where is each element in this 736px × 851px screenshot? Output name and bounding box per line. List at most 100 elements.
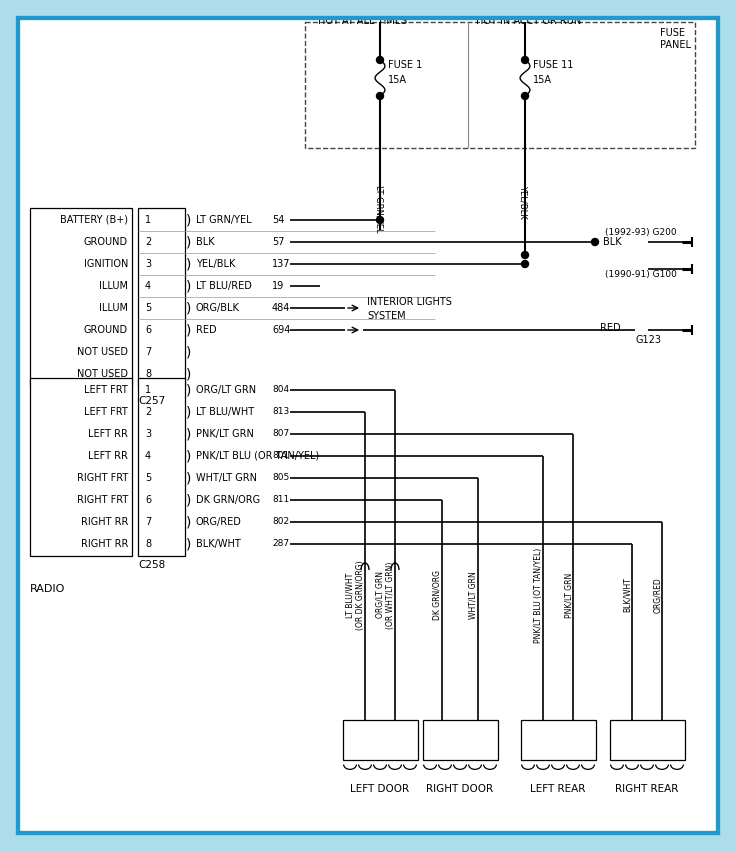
Text: 15A: 15A bbox=[388, 75, 407, 85]
Text: 1: 1 bbox=[145, 215, 151, 225]
Text: FUSE 11: FUSE 11 bbox=[533, 60, 573, 70]
Text: WHT/LT GRN: WHT/LT GRN bbox=[196, 473, 257, 483]
Text: SYSTEM: SYSTEM bbox=[367, 311, 406, 321]
Text: LEFT FRT: LEFT FRT bbox=[84, 407, 128, 417]
Text: RED: RED bbox=[600, 323, 620, 333]
Circle shape bbox=[522, 260, 528, 267]
Bar bbox=[138, 378, 185, 556]
Text: ILLUM: ILLUM bbox=[99, 281, 128, 291]
Text: HOT IN ACCY OR RUN: HOT IN ACCY OR RUN bbox=[476, 16, 581, 26]
Bar bbox=[342, 720, 417, 760]
Text: ILLUM: ILLUM bbox=[99, 303, 128, 313]
Text: (1992-93) G200: (1992-93) G200 bbox=[605, 227, 676, 237]
Circle shape bbox=[377, 216, 383, 224]
Text: RIGHT DOOR: RIGHT DOOR bbox=[426, 784, 494, 794]
Text: WHT/LT GRN: WHT/LT GRN bbox=[469, 571, 478, 619]
Text: ORG/RED: ORG/RED bbox=[196, 517, 242, 527]
Text: 484: 484 bbox=[272, 303, 291, 313]
Bar bbox=[422, 720, 498, 760]
Text: LEFT REAR: LEFT REAR bbox=[531, 784, 586, 794]
Text: ): ) bbox=[186, 405, 191, 419]
Text: 2: 2 bbox=[145, 407, 152, 417]
Text: LEFT FRT: LEFT FRT bbox=[84, 385, 128, 395]
Text: 15A: 15A bbox=[533, 75, 552, 85]
Bar bbox=[138, 208, 185, 386]
Text: RADIO: RADIO bbox=[30, 584, 66, 594]
Text: BLK: BLK bbox=[603, 237, 622, 247]
Text: GROUND: GROUND bbox=[84, 325, 128, 335]
Text: PNK/LT BLU (OT TAN/YEL): PNK/LT BLU (OT TAN/YEL) bbox=[534, 547, 543, 643]
Text: 287: 287 bbox=[272, 540, 289, 549]
Text: 804: 804 bbox=[272, 386, 289, 395]
Text: ORG/RED: ORG/RED bbox=[653, 577, 662, 613]
Text: PANEL: PANEL bbox=[660, 40, 691, 50]
Text: IGNITION: IGNITION bbox=[84, 259, 128, 269]
Text: 8: 8 bbox=[145, 369, 151, 379]
Text: LEFT DOOR: LEFT DOOR bbox=[350, 784, 409, 794]
Text: 805: 805 bbox=[272, 473, 289, 483]
Text: FUSE 1: FUSE 1 bbox=[388, 60, 422, 70]
Text: BLK/WHT: BLK/WHT bbox=[623, 578, 632, 613]
Text: G123: G123 bbox=[635, 335, 661, 345]
Text: BLK/WHT: BLK/WHT bbox=[196, 539, 241, 549]
Text: RIGHT FRT: RIGHT FRT bbox=[77, 495, 128, 505]
Bar bbox=[520, 720, 595, 760]
Text: LT BLU/RED: LT BLU/RED bbox=[196, 281, 252, 291]
Text: ): ) bbox=[186, 471, 191, 485]
Text: ): ) bbox=[186, 367, 191, 381]
Text: ): ) bbox=[186, 235, 191, 249]
Text: 3: 3 bbox=[145, 259, 151, 269]
Text: RIGHT REAR: RIGHT REAR bbox=[615, 784, 679, 794]
Text: 811: 811 bbox=[272, 495, 289, 505]
Text: RIGHT RR: RIGHT RR bbox=[81, 517, 128, 527]
Text: ): ) bbox=[186, 427, 191, 441]
Text: PNK/LT GRN: PNK/LT GRN bbox=[196, 429, 254, 439]
Text: 807: 807 bbox=[272, 430, 289, 438]
Text: DK GRN/ORG: DK GRN/ORG bbox=[196, 495, 260, 505]
Text: ORG/LT GRN: ORG/LT GRN bbox=[196, 385, 256, 395]
Text: C258: C258 bbox=[138, 560, 166, 570]
Text: 7: 7 bbox=[145, 347, 152, 357]
Text: DK GRN/ORG: DK GRN/ORG bbox=[433, 570, 442, 620]
Circle shape bbox=[522, 93, 528, 100]
Text: RED: RED bbox=[196, 325, 216, 335]
Text: 57: 57 bbox=[272, 237, 285, 247]
Text: FUSE: FUSE bbox=[660, 28, 685, 38]
Text: NOT USED: NOT USED bbox=[77, 369, 128, 379]
Text: 801: 801 bbox=[272, 452, 289, 460]
Text: ORG/BLK: ORG/BLK bbox=[196, 303, 240, 313]
Text: LEFT RR: LEFT RR bbox=[88, 429, 128, 439]
Text: ): ) bbox=[186, 301, 191, 315]
Text: 4: 4 bbox=[145, 451, 151, 461]
Text: 6: 6 bbox=[145, 325, 151, 335]
Text: GROUND: GROUND bbox=[84, 237, 128, 247]
Text: ORG/LT GRN
(OR WHT/LT GRN): ORG/LT GRN (OR WHT/LT GRN) bbox=[375, 562, 395, 629]
Text: 2: 2 bbox=[145, 237, 152, 247]
Bar bbox=[305, 22, 695, 148]
Bar bbox=[609, 720, 684, 760]
Text: ): ) bbox=[186, 323, 191, 337]
Text: 3: 3 bbox=[145, 429, 151, 439]
Text: 137: 137 bbox=[272, 259, 291, 269]
Text: NOT USED: NOT USED bbox=[77, 347, 128, 357]
Text: ): ) bbox=[186, 213, 191, 227]
Circle shape bbox=[377, 93, 383, 100]
Bar bbox=[30, 378, 132, 556]
Text: YEL/BLK: YEL/BLK bbox=[519, 185, 528, 219]
Text: 6: 6 bbox=[145, 495, 151, 505]
Text: 4: 4 bbox=[145, 281, 151, 291]
Text: PNK/LT GRN: PNK/LT GRN bbox=[564, 573, 573, 618]
Text: HOT AT ALL TIMES: HOT AT ALL TIMES bbox=[318, 16, 407, 26]
Text: 694: 694 bbox=[272, 325, 291, 335]
Text: 7: 7 bbox=[145, 517, 152, 527]
Text: ): ) bbox=[186, 383, 191, 397]
Circle shape bbox=[377, 56, 383, 64]
Text: 813: 813 bbox=[272, 408, 289, 416]
Text: 54: 54 bbox=[272, 215, 284, 225]
Text: ): ) bbox=[186, 345, 191, 359]
Text: ): ) bbox=[186, 537, 191, 551]
Text: LT GRN/YEL: LT GRN/YEL bbox=[196, 215, 252, 225]
Text: ): ) bbox=[186, 257, 191, 271]
Text: 802: 802 bbox=[272, 517, 289, 527]
Text: ): ) bbox=[186, 279, 191, 293]
